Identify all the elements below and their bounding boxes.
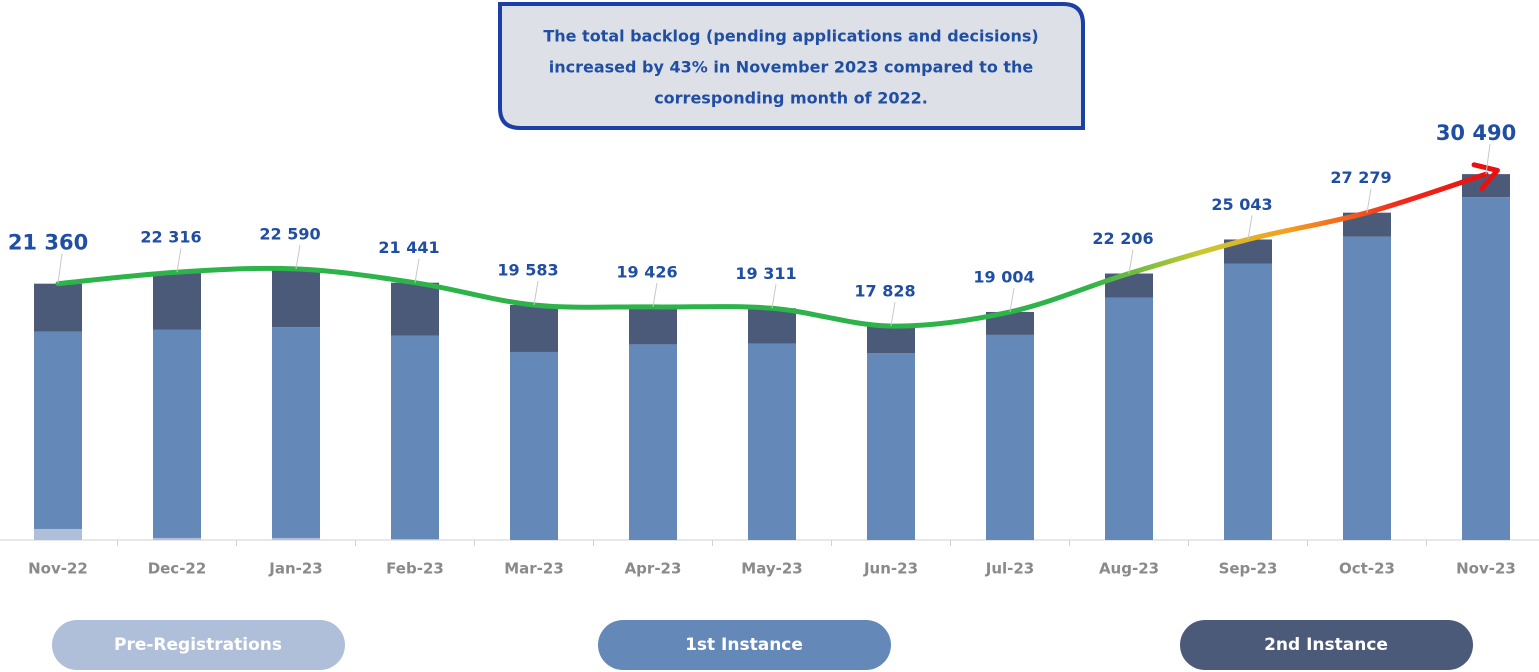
bar-segment: [153, 329, 201, 538]
x-tick-label: Jul-23: [985, 560, 1035, 578]
x-tick-label: Jan-23: [268, 560, 322, 578]
label-leader: [57, 253, 63, 284]
bar-segment: [34, 283, 82, 332]
legend-label: 2nd Instance: [1264, 635, 1388, 655]
label-leader: [414, 258, 420, 283]
total-label: 19 426: [616, 262, 677, 281]
bar-segment: [1343, 236, 1391, 540]
label-leader: [295, 244, 301, 270]
bar-segment: [867, 353, 915, 540]
legend-label: 1st Instance: [685, 635, 803, 655]
total-label: 22 316: [140, 228, 201, 247]
bar-segment: [748, 343, 796, 540]
bar-segment: [272, 537, 320, 540]
label-leader: [1128, 249, 1134, 274]
x-tick-label: May-23: [741, 560, 802, 578]
bar-segment: [34, 528, 82, 540]
label-leader: [533, 280, 539, 306]
total-label: 19 311: [735, 264, 796, 283]
annotation-text: corresponding month of 2022.: [654, 89, 928, 108]
annotation-text: increased by 43% in November 2023 compar…: [549, 58, 1034, 77]
total-label: 22 206: [1092, 229, 1153, 248]
bar-segment: [153, 272, 201, 330]
bar-segment: [986, 334, 1034, 540]
total-label: 21 360: [8, 231, 88, 255]
x-tick-label: Nov-22: [28, 560, 88, 578]
label-leader: [176, 248, 182, 273]
trend-arrowhead: [1471, 162, 1500, 192]
bar-segment: [629, 344, 677, 540]
total-label: 22 590: [259, 224, 320, 243]
label-leader: [1366, 188, 1372, 213]
x-tick-label: Aug-23: [1099, 560, 1159, 578]
total-label: 17 828: [854, 282, 915, 301]
total-label: 21 441: [378, 238, 439, 257]
total-label: 27 279: [1330, 168, 1391, 187]
legend-pill: [52, 620, 345, 670]
bar-segment: [1462, 197, 1510, 540]
legend-pill: [598, 620, 891, 670]
total-label: 19 004: [973, 267, 1034, 286]
bar-segment: [867, 326, 915, 354]
total-label: 19 583: [497, 261, 558, 280]
bar-segment: [1224, 263, 1272, 540]
bar-segment: [391, 539, 439, 540]
x-tick-label: Sep-23: [1219, 560, 1278, 578]
label-leader: [1247, 215, 1253, 240]
label-leader: [1009, 287, 1015, 313]
x-tick-label: Mar-23: [504, 560, 564, 578]
bar-segment: [1343, 212, 1391, 237]
x-tick-label: Dec-22: [148, 560, 207, 578]
bar-segment: [272, 268, 320, 328]
bar-segment: [510, 351, 558, 540]
label-leader: [1485, 144, 1491, 175]
bar-segment: [391, 335, 439, 540]
x-tick-label: Nov-23: [1456, 560, 1516, 578]
bar-segment: [510, 305, 558, 352]
annotation-box: [498, 2, 1085, 130]
annotation-text: The total backlog (pending applications …: [543, 27, 1038, 46]
legend-label: Pre-Registrations: [114, 635, 282, 655]
bar-segment: [986, 311, 1034, 335]
label-leader: [890, 301, 896, 327]
bar-segment: [153, 537, 201, 540]
legend-pill: [1180, 620, 1473, 670]
label-leader: [771, 284, 777, 309]
bar-segment: [1105, 297, 1153, 540]
x-tick-label: Apr-23: [625, 560, 682, 578]
bar-segment: [629, 306, 677, 345]
x-tick-label: Jun-23: [863, 560, 918, 578]
total-label: 25 043: [1211, 195, 1272, 214]
bar-segment: [391, 282, 439, 336]
x-tick-label: Oct-23: [1339, 560, 1395, 578]
x-tick-label: Feb-23: [386, 560, 444, 578]
label-leader: [652, 282, 658, 307]
bar-segment: [272, 327, 320, 538]
bar-segment: [34, 331, 82, 529]
bar-segment: [748, 308, 796, 344]
total-label: 30 490: [1436, 121, 1516, 145]
